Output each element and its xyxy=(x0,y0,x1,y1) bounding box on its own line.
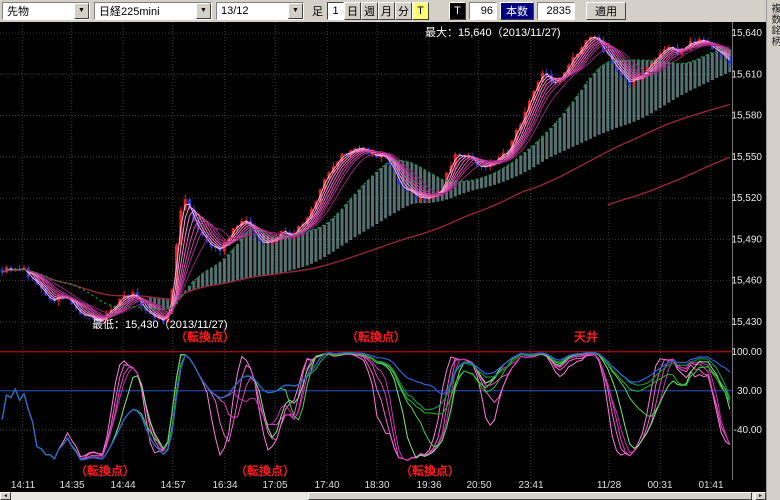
instrument-value: 日経225mini xyxy=(99,6,160,18)
price-tick-label: 15,580 xyxy=(731,111,762,122)
t-button[interactable]: T xyxy=(449,2,466,20)
bar-count-input[interactable]: 2835 xyxy=(537,2,575,20)
max-price-annotation: 最大：15,640（2013/11/27) xyxy=(425,25,561,39)
period-week-button[interactable]: 週 xyxy=(361,2,378,20)
ashi-label: 足 xyxy=(312,6,323,18)
bar-count-toggle[interactable]: 本数 xyxy=(500,2,534,20)
ma-ribbon xyxy=(1,36,731,322)
contract-month-value: 13/12 xyxy=(221,5,249,17)
price-tick-label: 15,490 xyxy=(731,234,762,245)
price-tick-label: 15,460 xyxy=(731,276,762,287)
chevron-down-icon[interactable]: ▼ xyxy=(196,3,211,19)
instrument-type-value: 先物 xyxy=(7,6,29,18)
time-axis-label: 20:50 xyxy=(466,480,492,491)
time-axis-label: 14:57 xyxy=(160,480,186,491)
green-ma xyxy=(1,48,730,311)
price-tick-label: 15,430 xyxy=(731,317,762,328)
scroll-left-button[interactable]: ◄ xyxy=(0,492,11,500)
price-tick-label: 15,520 xyxy=(731,193,762,204)
time-axis-label: 17:05 xyxy=(262,480,288,491)
price-chart-svg: 最大：15,640（2013/11/27) 最低：15,430（2013/11/2… xyxy=(0,22,762,480)
rci-oscillator xyxy=(0,351,732,461)
time-axis-label: 19:36 xyxy=(416,480,442,491)
price-tick-label: 15,610 xyxy=(731,69,762,80)
price-tick-label: 15,550 xyxy=(731,152,762,163)
chevron-down-icon[interactable]: ▼ xyxy=(74,3,89,19)
oscillator-tick-label: 30.00 xyxy=(737,386,762,397)
time-axis-label: 23:41 xyxy=(518,480,544,491)
turning-point-annotation: （転換点） xyxy=(175,329,235,344)
oscillator-tick-label: 100.00 xyxy=(731,347,762,358)
multi-symbol-tab[interactable]: 複数銘柄 xyxy=(766,0,780,500)
bars-per-candle-input[interactable]: 96 xyxy=(469,2,497,20)
turning-point-annotation: 天井 xyxy=(574,329,598,344)
period-day-button[interactable]: 日 xyxy=(344,2,361,20)
instrument-type-select[interactable]: 先物 ▼ xyxy=(2,2,90,20)
time-axis-label: 00:31 xyxy=(647,480,673,491)
time-axis-label: 16:34 xyxy=(212,480,238,491)
axis-labels: 15,640 15,610 15,580 15,550 15,520 15,490 15,4… xyxy=(731,28,762,436)
time-axis-label: 17:40 xyxy=(314,480,340,491)
tick-toggle-button[interactable]: T xyxy=(412,2,429,20)
turning-point-annotation: （転換点） xyxy=(400,463,460,478)
grid xyxy=(0,22,733,480)
turning-point-annotation: （転換点） xyxy=(75,463,135,478)
ichimoku-cloud xyxy=(148,49,732,310)
turning-point-annotation: （転換点） xyxy=(235,463,295,478)
price-tick-label: 15,640 xyxy=(731,28,762,39)
scroll-thumb[interactable] xyxy=(308,492,752,500)
time-axis-label: 01:41 xyxy=(698,480,724,491)
slow-ma-lines xyxy=(1,103,731,300)
min-price-annotation: 最低：15,430（2013/11/27) xyxy=(92,318,228,331)
scroll-right-button[interactable]: ► xyxy=(755,492,766,500)
toolbar: 先物 ▼ 日経225mini ▼ 13/12 ▼ 足 1 日 週 月 分 T T… xyxy=(0,0,766,22)
turning-point-annotation: （転換点） xyxy=(346,329,406,344)
oscillator-tick-label: -40.00 xyxy=(734,425,763,436)
period-month-button[interactable]: 月 xyxy=(378,2,395,20)
h-scrollbar[interactable]: ◄ ► xyxy=(0,492,766,500)
chevron-down-icon[interactable]: ▼ xyxy=(288,3,303,19)
time-axis-label: 14:44 xyxy=(110,480,136,491)
period-minute-button[interactable]: 分 xyxy=(395,2,412,20)
time-axis-label: 11/28 xyxy=(596,480,622,491)
contract-month-select[interactable]: 13/12 ▼ xyxy=(216,2,304,20)
period-1-button[interactable]: 1 xyxy=(327,2,344,20)
time-axis-label: 14:11 xyxy=(10,480,36,491)
multi-symbol-tab-label: 複数銘柄 xyxy=(769,3,780,47)
instrument-select[interactable]: 日経225mini ▼ xyxy=(94,2,212,20)
apply-button[interactable]: 適用 xyxy=(586,2,626,20)
time-axis: 14:11 14:35 14:44 14:57 16:34 17:05 17:40 18:30… xyxy=(0,480,766,492)
time-axis-label: 14:35 xyxy=(59,480,85,491)
time-axis-label: 18:30 xyxy=(364,480,390,491)
annotations: 最大：15,640（2013/11/27) 最低：15,430（2013/11/2… xyxy=(75,25,598,478)
chart-canvas[interactable]: 最大：15,640（2013/11/27) 最低：15,430（2013/11/2… xyxy=(0,22,766,480)
